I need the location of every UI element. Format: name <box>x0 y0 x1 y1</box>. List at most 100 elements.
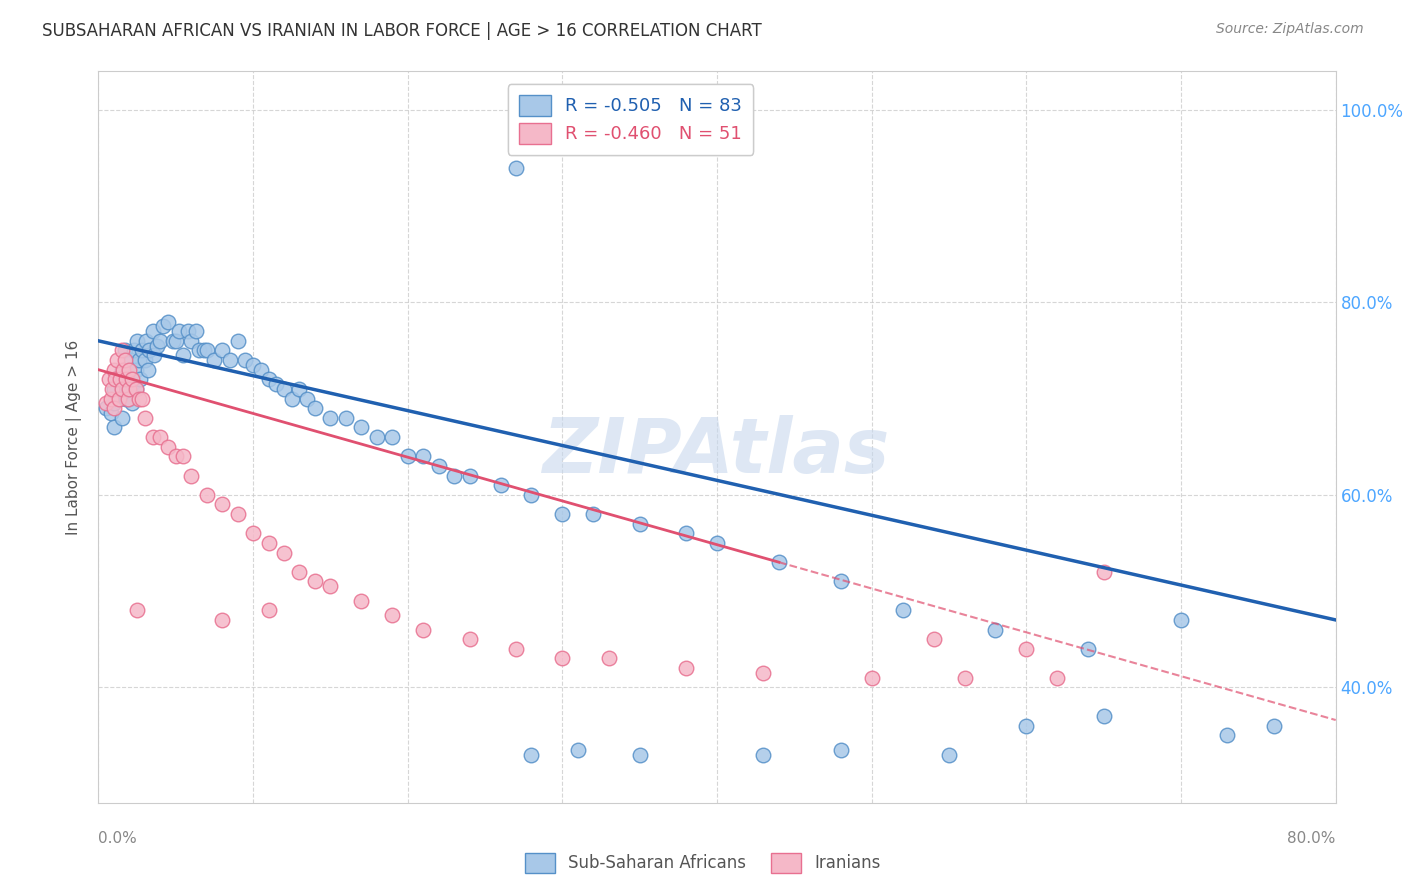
Point <box>489 478 512 492</box>
Point <box>103 396 125 410</box>
Point <box>118 382 141 396</box>
Point <box>675 526 697 541</box>
Point <box>111 410 134 425</box>
Point <box>124 382 146 396</box>
Point <box>830 574 852 589</box>
Point <box>204 353 226 368</box>
Point <box>281 392 304 406</box>
Point <box>195 343 218 358</box>
Point <box>101 382 124 396</box>
Point <box>211 498 233 512</box>
Point <box>984 623 1007 637</box>
Point <box>551 651 574 665</box>
Point <box>103 382 125 396</box>
Point <box>381 430 404 444</box>
Point <box>242 358 264 372</box>
Point <box>628 516 651 531</box>
Point <box>111 362 134 376</box>
Point <box>195 488 218 502</box>
Point <box>115 372 138 386</box>
Point <box>131 343 153 358</box>
Point <box>143 348 166 362</box>
Point <box>111 382 134 396</box>
Text: ZIPAtlas: ZIPAtlas <box>543 415 891 489</box>
Point <box>922 632 945 647</box>
Point <box>117 362 139 376</box>
Point <box>142 324 165 338</box>
Point <box>211 613 233 627</box>
Point <box>115 372 138 386</box>
Point <box>173 348 195 362</box>
Point <box>105 353 128 368</box>
Point <box>520 488 543 502</box>
Point <box>157 315 180 329</box>
Point <box>121 396 143 410</box>
Point <box>115 392 138 406</box>
Point <box>98 372 121 386</box>
Point <box>1263 719 1285 733</box>
Point <box>443 468 465 483</box>
Point <box>138 343 160 358</box>
Point <box>1092 565 1115 579</box>
Point <box>953 671 976 685</box>
Point <box>1015 719 1038 733</box>
Point <box>165 450 187 464</box>
Point <box>505 161 527 175</box>
Point <box>598 651 620 665</box>
Point <box>135 334 157 348</box>
Point <box>112 362 135 376</box>
Point <box>127 603 149 617</box>
Point <box>111 343 134 358</box>
Point <box>120 353 142 368</box>
Point <box>173 450 195 464</box>
Point <box>1046 671 1069 685</box>
Point <box>250 362 273 376</box>
Point <box>103 401 125 416</box>
Point <box>582 507 605 521</box>
Point <box>114 353 136 368</box>
Point <box>152 319 174 334</box>
Point <box>96 396 118 410</box>
Text: Source: ZipAtlas.com: Source: ZipAtlas.com <box>1216 22 1364 37</box>
Legend: Sub-Saharan Africans, Iranians: Sub-Saharan Africans, Iranians <box>519 847 887 880</box>
Point <box>121 372 143 386</box>
Point <box>103 420 125 434</box>
Point <box>938 747 960 762</box>
Point <box>520 747 543 762</box>
Point <box>381 608 404 623</box>
Point <box>124 382 146 396</box>
Point <box>226 507 249 521</box>
Point <box>142 430 165 444</box>
Point <box>396 450 419 464</box>
Point <box>257 372 280 386</box>
Point <box>122 343 145 358</box>
Point <box>188 343 211 358</box>
Point <box>157 440 180 454</box>
Point <box>226 334 249 348</box>
Point <box>162 334 184 348</box>
Point <box>177 324 200 338</box>
Point <box>242 526 264 541</box>
Point <box>427 458 450 473</box>
Point <box>111 382 134 396</box>
Point <box>136 362 159 376</box>
Point <box>458 632 481 647</box>
Point <box>134 353 156 368</box>
Point <box>304 574 326 589</box>
Point <box>100 392 122 406</box>
Point <box>350 593 373 607</box>
Point <box>103 362 125 376</box>
Point <box>118 362 141 376</box>
Point <box>266 377 288 392</box>
Point <box>107 392 129 406</box>
Point <box>1170 613 1192 627</box>
Point <box>149 430 172 444</box>
Point <box>257 536 280 550</box>
Point <box>149 334 172 348</box>
Point <box>117 392 139 406</box>
Point <box>1015 641 1038 656</box>
Point <box>180 468 202 483</box>
Point <box>100 406 122 420</box>
Point <box>675 661 697 675</box>
Point <box>273 382 295 396</box>
